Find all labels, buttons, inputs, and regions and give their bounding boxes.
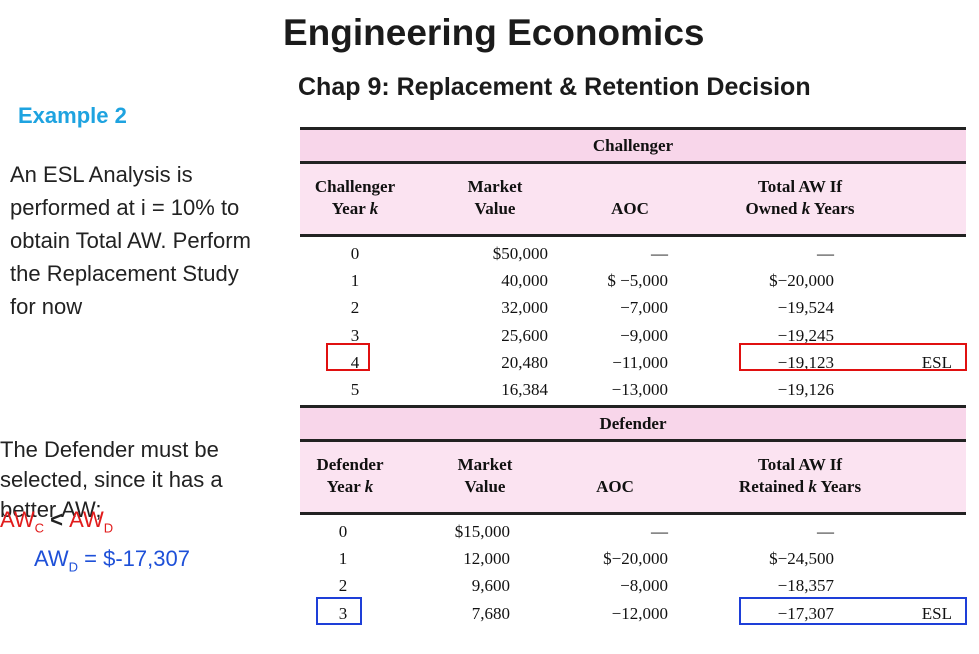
table-row: 3 25,600 −9,000 −19,245: [300, 323, 966, 350]
aw-d-value: AWD = $-17,307: [34, 546, 190, 574]
aoc-cell: −7,000: [620, 298, 668, 318]
table-row: 3 7,680 −12,000 −17,307 ESL: [300, 601, 966, 628]
aw-d-value-sub: D: [68, 559, 79, 575]
year-cell: 0: [350, 244, 360, 263]
market-value-cell: 32,000: [501, 298, 548, 318]
market-value-cell: $15,000: [454, 522, 510, 541]
defender-table: Defender Defender Year k Market Value AO…: [300, 405, 966, 628]
col-year-line2: Year k: [326, 477, 374, 496]
defender-esl-year-box: [316, 597, 362, 625]
total-aw-cell: −19,123: [777, 352, 834, 372]
col-aw-line2: Owned k Years: [745, 199, 855, 218]
challenger-rows: 0 $50,000 — — 1 40,000 $ −5,000 $−20,000 2 32,000…: [300, 241, 966, 404]
market-value-cell: 25,600: [501, 325, 548, 345]
col-aw-line2: Retained k Years: [738, 477, 862, 496]
total-aw-cell: $−20,000: [769, 271, 834, 291]
challenger-table: Challenger Challenger Year k Market Valu…: [300, 127, 966, 404]
market-value-cell: 40,000: [501, 271, 548, 291]
defender-header: Defender Year k Market Value AOC Total A…: [300, 442, 966, 515]
aoc-cell: −13,000: [611, 379, 668, 399]
table-row: 5 16,384 −13,000 −19,126: [300, 377, 966, 404]
aw-d-label: AW: [69, 507, 104, 532]
aoc-cell: −8,000: [620, 576, 668, 596]
table-row: 0 $50,000 — —: [300, 241, 966, 268]
col-aw-line1: Total AW If: [757, 455, 843, 474]
col-mv-line1: Market: [467, 177, 523, 196]
col-mv-header: Market Value: [440, 176, 550, 220]
year-cell: 3: [350, 325, 360, 345]
problem-description: An ESL Analysis is performed at i = 10% …: [10, 162, 251, 319]
total-aw-cell: −19,245: [777, 325, 834, 345]
aw-c-label: AW: [0, 507, 35, 532]
year-cell: 3: [338, 603, 348, 623]
col-aw-header: Total AW If Owned k Years: [720, 176, 880, 220]
market-value-cell: 12,000: [463, 549, 510, 569]
challenger-header: Challenger Year k Market Value AOC Total…: [300, 164, 966, 237]
col-year-header: Challenger Year k: [300, 176, 410, 220]
example-label: Example 2: [18, 103, 127, 128]
col-year-line1: Defender: [316, 455, 384, 474]
table-row: 2 32,000 −7,000 −19,524: [300, 295, 966, 322]
col-aw-line1: Total AW If: [757, 177, 843, 196]
year-cell: 4: [350, 352, 360, 372]
aw-d-sub: D: [103, 520, 114, 536]
table-row: 2 9,600 −8,000 −18,357: [300, 573, 966, 600]
total-aw-cell: —: [817, 522, 834, 541]
challenger-esl-year-box: [326, 343, 370, 371]
slide-subtitle: Chap 9: Replacement & Retention Decision: [298, 73, 811, 101]
year-cell: 1: [338, 549, 348, 569]
aw-c-sub: C: [34, 520, 45, 536]
year-cell: 2: [338, 576, 348, 596]
aoc-cell: −12,000: [611, 603, 668, 623]
defender-esl-aw-box: [739, 597, 967, 625]
col-aoc-header: AOC: [611, 199, 649, 218]
col-mv-line2: Value: [464, 477, 506, 496]
aoc-cell: $ −5,000: [607, 271, 668, 291]
year-cell: 2: [350, 298, 360, 318]
esl-cell: ESL: [921, 352, 952, 372]
table-row: 1 12,000 $−20,000 $−24,500: [300, 546, 966, 573]
aoc-cell: $−20,000: [603, 549, 668, 569]
col-year-line1: Challenger: [314, 177, 396, 196]
defender-band: Defender: [300, 405, 966, 442]
market-value-cell: $50,000: [492, 244, 548, 263]
total-aw-cell: $−24,500: [769, 549, 834, 569]
market-value-cell: 20,480: [501, 352, 548, 372]
year-cell: 0: [338, 522, 348, 541]
defender-rows: 0 $15,000 — — 1 12,000 $−20,000 $−24,500 2 9,600 −…: [300, 519, 966, 628]
total-aw-cell: −18,357: [777, 576, 834, 596]
aoc-cell: —: [651, 244, 668, 263]
total-aw-cell: −19,126: [777, 379, 834, 399]
col-aoc-header: AOC: [596, 477, 634, 496]
aoc-cell: −11,000: [612, 352, 668, 372]
aoc-cell: −9,000: [620, 325, 668, 345]
total-aw-cell: —: [817, 244, 834, 263]
aw-d-prefix: AW: [34, 546, 69, 571]
total-aw-cell: −19,524: [777, 298, 834, 318]
less-than-sign: <: [44, 507, 70, 532]
esl-cell: ESL: [921, 603, 952, 623]
market-value-cell: 9,600: [471, 576, 510, 596]
col-year-header: Defender Year k: [300, 454, 400, 498]
total-aw-cell: −17,307: [777, 603, 834, 623]
col-mv-line1: Market: [457, 455, 513, 474]
slide-title: Engineering Economics: [283, 12, 705, 53]
market-value-cell: 7,680: [471, 603, 510, 623]
aoc-cell: —: [651, 522, 668, 541]
table-row: 1 40,000 $ −5,000 $−20,000: [300, 268, 966, 295]
market-value-cell: 16,384: [501, 379, 548, 399]
table-row: 0 $15,000 — —: [300, 519, 966, 546]
aw-comparison: AWC < AWD: [0, 507, 113, 535]
col-year-line2: Year k: [331, 199, 379, 218]
aw-d-amount: = $-17,307: [78, 546, 190, 571]
year-cell: 1: [350, 271, 360, 291]
challenger-esl-aw-box: [739, 343, 967, 371]
table-row: 4 20,480 −11,000 −19,123 ESL: [300, 350, 966, 377]
conclusion-text: The Defender must be selected, since it …: [0, 437, 223, 522]
year-cell: 5: [350, 379, 360, 399]
challenger-band: Challenger: [300, 127, 966, 164]
col-mv-header: Market Value: [430, 454, 540, 498]
col-mv-line2: Value: [474, 199, 516, 218]
col-aw-header: Total AW If Retained k Years: [710, 454, 890, 498]
